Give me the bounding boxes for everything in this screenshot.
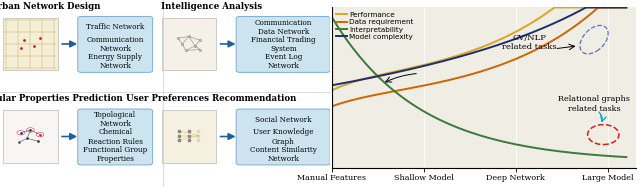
- Text: Energy Supply
Network: Energy Supply Network: [88, 53, 142, 70]
- Model complexity: [623, 6, 630, 9]
- FancyBboxPatch shape: [78, 16, 152, 72]
- Model complexity: [363, 77, 371, 80]
- Model complexity: [542, 26, 550, 28]
- Data requirement: [424, 84, 431, 86]
- Performance: [328, 89, 335, 92]
- FancyBboxPatch shape: [78, 109, 152, 165]
- Text: User Preferences Recommendation: User Preferences Recommendation: [126, 94, 296, 103]
- Model complexity: [328, 84, 335, 87]
- Text: Traffic Network: Traffic Network: [86, 23, 145, 31]
- Interpretability: [513, 143, 521, 146]
- Legend: Performance, Data requirement, Interpretability, Model complexity: Performance, Data requirement, Interpret…: [335, 11, 414, 41]
- Model complexity: [540, 26, 548, 29]
- Line: Performance: Performance: [332, 7, 627, 91]
- Line: Model complexity: Model complexity: [332, 7, 627, 85]
- Text: Financial Trading
System: Financial Trading System: [251, 36, 316, 53]
- Text: Urban Network Design: Urban Network Design: [0, 2, 100, 11]
- Model complexity: [424, 64, 431, 66]
- Model complexity: [582, 6, 590, 9]
- Data requirement: [595, 6, 602, 9]
- Performance: [513, 30, 521, 32]
- Text: User Knowledge
Graph: User Knowledge Graph: [253, 128, 314, 145]
- FancyBboxPatch shape: [162, 110, 216, 163]
- Text: Relational graphs
related tasks: Relational graphs related tasks: [558, 95, 630, 113]
- Line: Data requirement: Data requirement: [332, 7, 627, 106]
- FancyBboxPatch shape: [236, 16, 330, 72]
- Interpretability: [328, 16, 335, 18]
- Data requirement: [623, 6, 630, 9]
- Text: Social Network: Social Network: [255, 116, 312, 124]
- Line: Interpretability: Interpretability: [332, 17, 627, 157]
- Text: CV/NLP
related tasks: CV/NLP related tasks: [502, 34, 557, 51]
- Text: Communication
Network: Communication Network: [86, 36, 144, 53]
- Data requirement: [363, 96, 371, 98]
- Performance: [424, 63, 431, 65]
- Text: Molecular Properties Prediction: Molecular Properties Prediction: [0, 94, 123, 103]
- Data requirement: [542, 43, 550, 46]
- Performance: [540, 14, 548, 16]
- Performance: [363, 77, 371, 79]
- Performance: [551, 6, 559, 9]
- FancyBboxPatch shape: [3, 18, 58, 70]
- Model complexity: [444, 59, 452, 61]
- Performance: [542, 13, 550, 15]
- Performance: [623, 6, 630, 9]
- Performance: [444, 57, 452, 59]
- Text: Communication
Data Network: Communication Data Network: [255, 19, 312, 36]
- Data requirement: [540, 44, 548, 46]
- Text: Functional Group
Properties: Functional Group Properties: [83, 145, 147, 163]
- Interpretability: [424, 112, 431, 115]
- Interpretability: [540, 148, 548, 150]
- Text: Intelligence Analysis: Intelligence Analysis: [161, 2, 262, 11]
- Data requirement: [513, 57, 521, 60]
- Text: Content Similarity
Network: Content Similarity Network: [250, 145, 317, 163]
- Interpretability: [542, 148, 550, 151]
- Interpretability: [363, 64, 371, 66]
- Data requirement: [444, 79, 452, 81]
- FancyBboxPatch shape: [162, 18, 216, 70]
- FancyBboxPatch shape: [3, 110, 58, 163]
- Data requirement: [328, 105, 335, 108]
- Text: Chemical
Reaction Rules: Chemical Reaction Rules: [88, 128, 143, 145]
- FancyBboxPatch shape: [236, 109, 330, 165]
- Interpretability: [623, 156, 630, 158]
- Text: Topological
Network: Topological Network: [94, 111, 136, 128]
- Model complexity: [513, 37, 521, 39]
- Text: Event Log
Network: Event Log Network: [264, 53, 302, 70]
- Interpretability: [444, 123, 452, 125]
